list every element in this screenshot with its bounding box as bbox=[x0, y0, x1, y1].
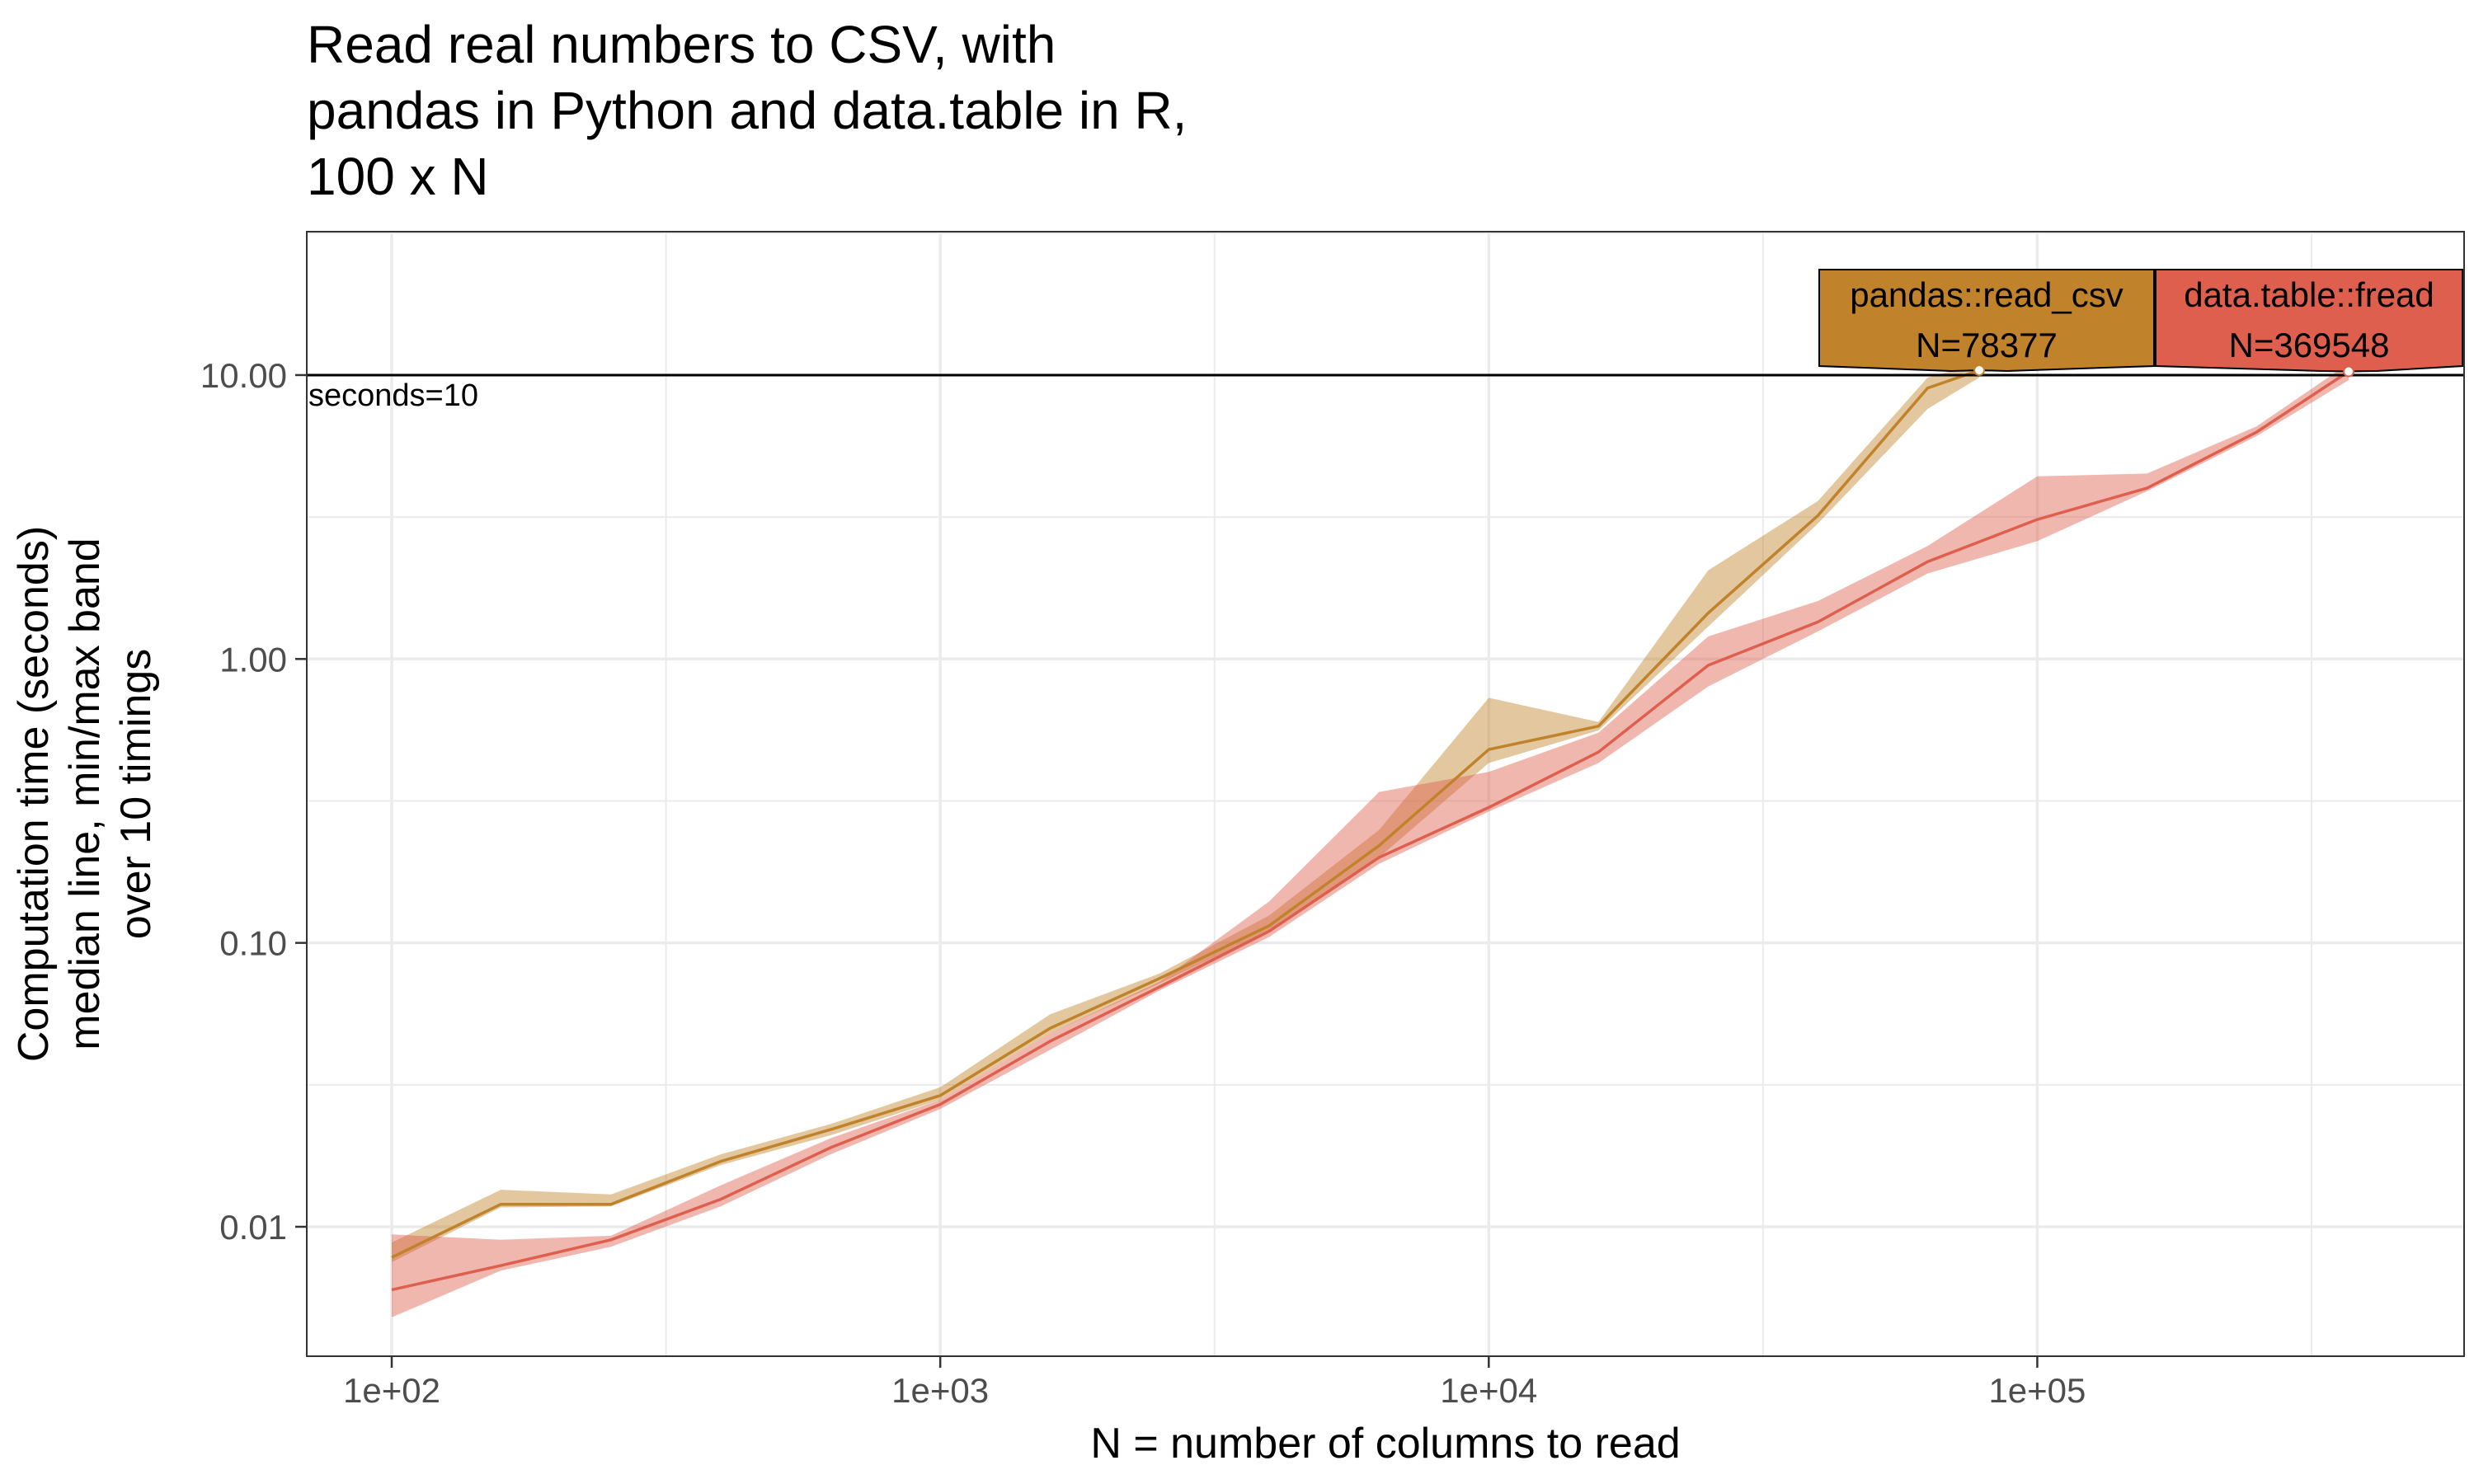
y-tick-label: 0.01 bbox=[219, 1208, 287, 1247]
y-axis-title-line-3: over 10 timings bbox=[112, 649, 160, 940]
series-label-box bbox=[2155, 269, 2463, 373]
x-tick-label: 1e+03 bbox=[891, 1371, 989, 1410]
series-label-point bbox=[1973, 364, 1986, 377]
y-axis-title-line-1: Computation time (seconds) bbox=[10, 526, 58, 1062]
series-label-name: data.table::fread bbox=[2184, 275, 2434, 314]
x-tick-label: 1e+04 bbox=[1440, 1371, 1537, 1410]
x-tick-label: 1e+02 bbox=[343, 1371, 440, 1410]
series-label-n: N=78377 bbox=[1916, 326, 2058, 364]
y-axis-title: Computation time (seconds) median line, … bbox=[10, 526, 160, 1062]
series-label-box bbox=[1818, 269, 2155, 373]
chart-title: Read real numbers to CSV, with pandas in… bbox=[307, 15, 1187, 206]
median-line-pandas::read_csv bbox=[391, 369, 1980, 1259]
chart-title-line-2: pandas in Python and data.table in R, bbox=[307, 81, 1187, 140]
series-label-n: N=369548 bbox=[2228, 326, 2389, 364]
series-label-point bbox=[2343, 365, 2355, 378]
plot-panel-border bbox=[306, 231, 2465, 1357]
band-data.table::fread bbox=[392, 363, 2349, 1317]
y-tick-label: 1.00 bbox=[219, 640, 287, 679]
series-label-name: pandas::read_csv bbox=[1850, 275, 2124, 314]
y-tick-label: 10.00 bbox=[200, 356, 287, 395]
x-tick-label: 1e+05 bbox=[1988, 1371, 2086, 1410]
median-line-data.table::fread bbox=[391, 370, 2349, 1292]
reference-line-layer: seconds=10 bbox=[307, 373, 2464, 413]
ticks-layer: 1e+02 1e+03 1e+04 1e+05 0.01 0.10 1.00 10.00 bbox=[200, 356, 2086, 1410]
bands-layer bbox=[392, 363, 2349, 1317]
y-tick-label: 0.10 bbox=[219, 924, 287, 963]
y-axis-title-line-2: median line, min/max band bbox=[61, 538, 109, 1050]
x-axis-title: N = number of columns to read bbox=[1090, 1420, 1680, 1468]
lines-layer bbox=[391, 369, 2349, 1292]
reference-line-label: seconds=10 bbox=[308, 378, 478, 413]
chart-title-line-1: Read real numbers to CSV, with bbox=[307, 15, 1056, 74]
chart-title-line-3: 100 x N bbox=[307, 147, 489, 206]
